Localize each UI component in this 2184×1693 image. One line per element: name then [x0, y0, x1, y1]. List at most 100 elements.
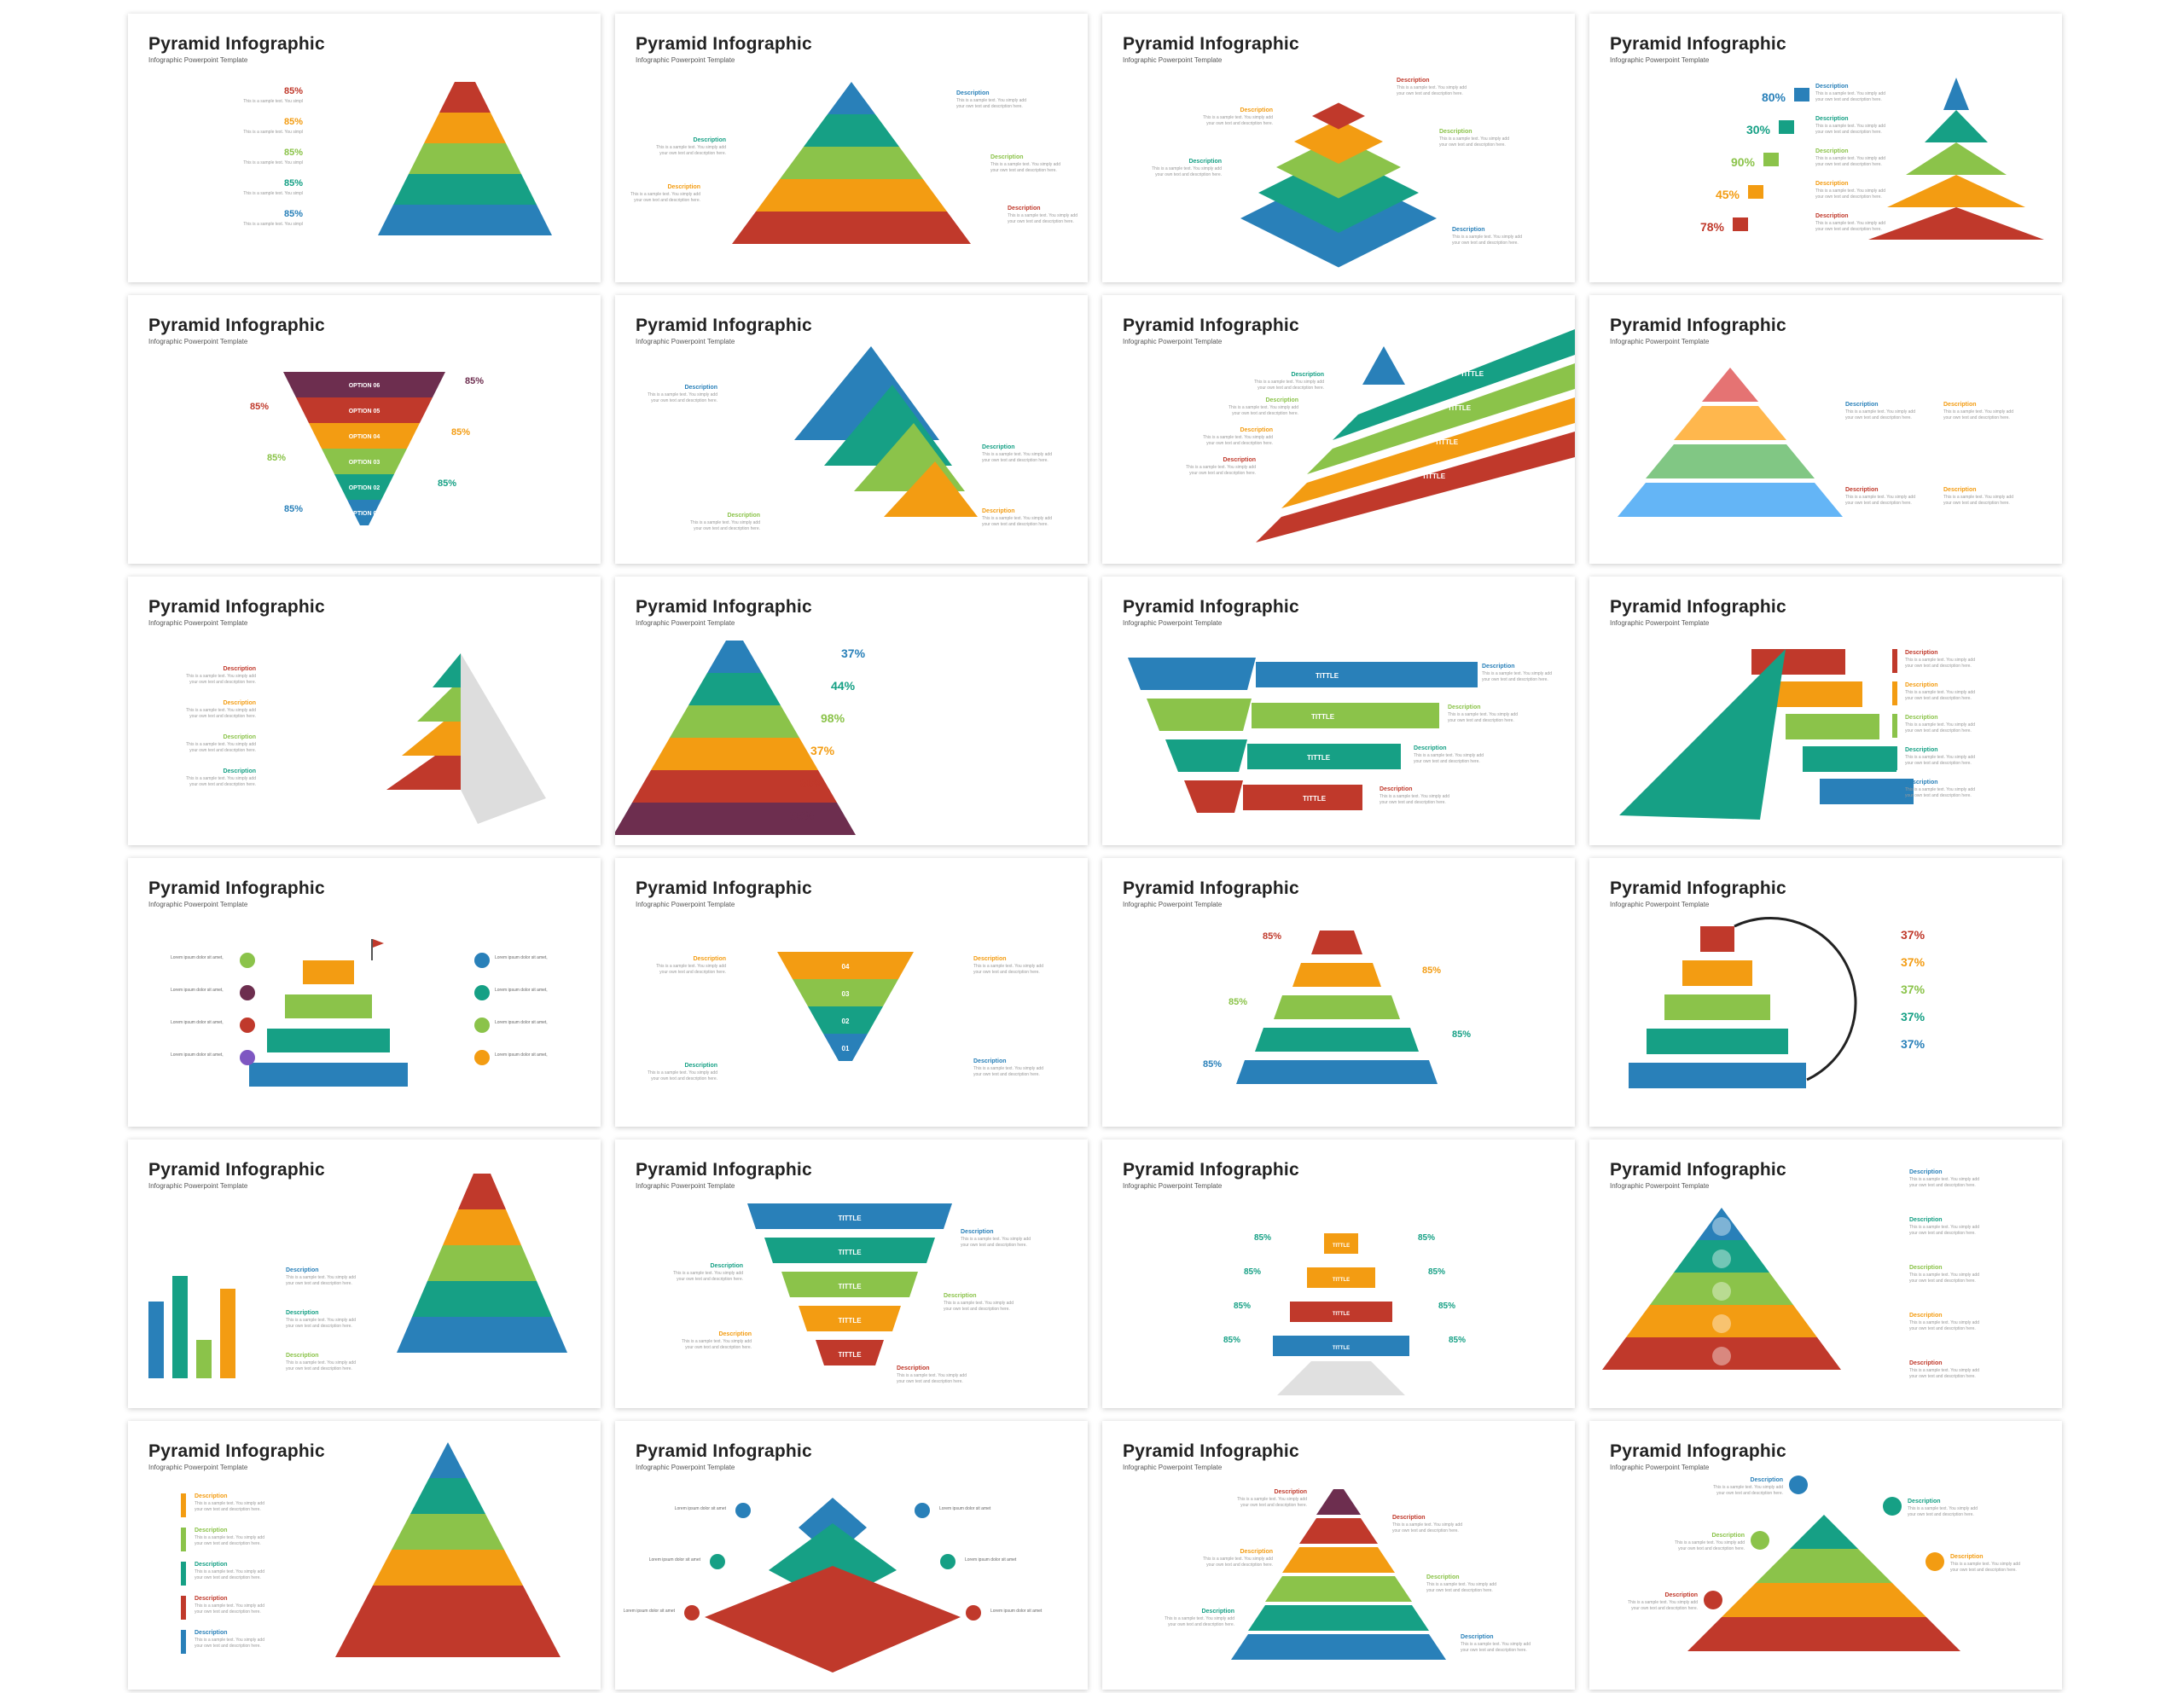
pyramid-layer [1868, 207, 2044, 240]
description-text: This is a sample text. You simply add [1008, 213, 1077, 218]
tittle-label: TITTLE [1303, 795, 1327, 803]
description-label: Description [982, 508, 1015, 514]
slide-thumbnail[interactable]: Description This is a sample text. You si… [1102, 1421, 1575, 1690]
slide-thumbnail[interactable]: Description This is a sample text. You si… [1589, 295, 2062, 564]
slide-title: Pyramid Infographic [1123, 1160, 1299, 1180]
description-label: Description [1815, 116, 1849, 122]
slide-title: Pyramid Infographic [1123, 34, 1299, 54]
lorem-text: Lorem ipsum dolor sit amet, [171, 955, 224, 960]
slide-thumbnail[interactable]: 80% Description This is a sample text. You… [1589, 14, 2062, 282]
lorem-text: Lorem ipsum dolor sit amet [939, 1506, 991, 1511]
tittle-box [1324, 1233, 1358, 1254]
slide-thumbnail[interactable]: TITTLE TITTLE TITTLE TITTLE TITTLE Descriptio… [615, 1139, 1088, 1408]
option-label: OPTION 04 [349, 434, 380, 440]
lorem-text: Lorem ipsum dolor sit amet [624, 1609, 676, 1614]
slide-thumbnail[interactable]: TITTLE Description This is a sample text. … [1102, 577, 1575, 845]
tittle-label: TITTLE [1316, 672, 1339, 680]
icon-circle [1704, 1591, 1722, 1609]
pyramid-layer [433, 653, 461, 687]
pyramid-layer [283, 372, 445, 397]
slide-thumbnail[interactable]: OPTION 06 85% OPTION 05 85% OPTION 04 85% OPTI… [128, 295, 601, 564]
description-label: Description [1240, 1549, 1273, 1555]
slide-subtitle: Infographic Powerpoint Template [1610, 1464, 1710, 1471]
slide-thumbnail[interactable]: 85% 85% 85% 85% 85% Pyramid Infographic Infogr… [1102, 858, 1575, 1127]
stair [303, 960, 354, 984]
slide-thumbnail[interactable]: 37% 37% 37% 37% 37% Pyramid Infographic Infogr… [1589, 858, 2062, 1127]
percent-label: 85% [284, 504, 303, 514]
description-label: Description [1909, 1265, 1943, 1271]
description-text: This is a sample text. You simply add [1815, 124, 1885, 129]
dot [474, 1050, 490, 1065]
slide-thumbnail[interactable]: 85% This is a sample text. You simpl 85% Th… [128, 14, 601, 282]
slide-thumbnail[interactable]: Description This is a sample text. You si… [128, 1421, 601, 1690]
percent-label: 55% [790, 809, 815, 822]
description-text: your own text and description here. [189, 680, 256, 685]
pyramid-illustration: 85% 85% 85% 85% 85% [1203, 931, 1471, 1084]
pyramid-layer [386, 756, 461, 790]
slide-title: Pyramid Infographic [1610, 878, 1786, 898]
description-text: your own text and description here. [1905, 793, 1972, 798]
pyramid-layer [1316, 1489, 1361, 1515]
description-text: This is a sample text. You simply add [1845, 409, 1915, 415]
slide-thumbnail[interactable]: Description This is a sample text. You si… [128, 1139, 601, 1408]
tittle-box [1290, 1302, 1392, 1322]
pyramid-layer [1256, 432, 1575, 542]
bar [1769, 681, 1862, 707]
icon-circle [1712, 1249, 1731, 1268]
description-text: your own text and description here. [1905, 696, 1972, 701]
slide-thumbnail[interactable]: Description This is a sample text. You si… [128, 577, 601, 845]
lorem-text: Lorem ipsum dolor sit amet [965, 1557, 1017, 1563]
description-label: Description [1905, 780, 1938, 786]
pyramid-layer [1333, 329, 1575, 440]
step [1700, 926, 1734, 952]
description-label: Description [990, 154, 1024, 160]
description-label: Description [1905, 747, 1938, 753]
pyramid-layer [1292, 963, 1381, 987]
pyramid-layer [1307, 363, 1575, 474]
slide-title: Pyramid Infographic [148, 1441, 325, 1461]
slide-thumbnail[interactable]: 37% 44% 98% 37% 80% 55% Pyramid Infographic Inf… [615, 577, 1088, 845]
dot [474, 1018, 490, 1033]
slide-thumbnail[interactable]: Lorem ipsum dolor sit amet Lorem ipsum do… [615, 1421, 1088, 1690]
pyramid-layer [670, 705, 799, 738]
slide-thumbnail[interactable]: Lorem ipsum dolor sit amet, Lorem ipsum … [128, 858, 601, 1127]
slide-thumbnail[interactable]: 04 03 02 01 Description This is a sample text… [615, 858, 1088, 1127]
description-text: This is a sample text. You simply add [1152, 166, 1222, 171]
dot [240, 953, 255, 968]
slide-thumbnail[interactable]: Description This is a sample text. You si… [615, 295, 1088, 564]
description-text: This is a sample text. You simply add [673, 1271, 743, 1276]
description-text: This is a sample text. You simply add [656, 145, 726, 150]
description-text: This is a sample text. You simply add [1815, 221, 1885, 226]
description-label: Description [223, 734, 256, 740]
pyramid-layer [1925, 110, 1988, 142]
description-text: This is a sample text. You simply add [1452, 235, 1522, 240]
slide-thumbnail[interactable]: TITTLE 85% 85% TITTLE 85% 85% TITTLE 85% 85% TITT… [1102, 1139, 1575, 1408]
pyramid-layer [1312, 102, 1365, 130]
slide-thumbnail[interactable]: Description This is a sample text. You si… [1102, 14, 1575, 282]
pyramid-illustration: 37% 37% 37% 37% 37% [1629, 917, 1926, 1088]
slide-thumbnail[interactable]: Description This is a sample text. You si… [1589, 577, 2062, 845]
pyramid-layer [781, 1272, 918, 1297]
description-text: your own text and description here. [1905, 664, 1972, 669]
description-label: Description [944, 1293, 977, 1299]
tittle-bar [1247, 744, 1401, 769]
icon-circle [1712, 1314, 1731, 1333]
pyramid-layer [1362, 346, 1405, 385]
slide-thumbnail[interactable]: Description This is a sample text. You si… [1589, 1139, 2062, 1408]
legend-marker [181, 1596, 186, 1620]
slide-subtitle: Infographic Powerpoint Template [636, 338, 735, 345]
pyramid-layer [1687, 1617, 1960, 1651]
slide-thumbnail[interactable]: Description This is a sample text. You si… [1589, 1421, 2062, 1690]
legend-marker [1892, 681, 1897, 705]
description-text: your own text and description here. [651, 1076, 717, 1081]
slide-subtitle: Infographic Powerpoint Template [148, 619, 248, 627]
pyramid-layer [816, 1340, 884, 1365]
slide-thumbnail[interactable]: TITTLE TITTLE TITTLE TITTLE Description This … [1102, 295, 1575, 564]
slide-thumbnail[interactable]: Description This is a sample text. You si… [615, 14, 1088, 282]
slide-title: Pyramid Infographic [636, 1160, 812, 1180]
description-text: This is a sample text. You simply add [286, 1275, 356, 1280]
